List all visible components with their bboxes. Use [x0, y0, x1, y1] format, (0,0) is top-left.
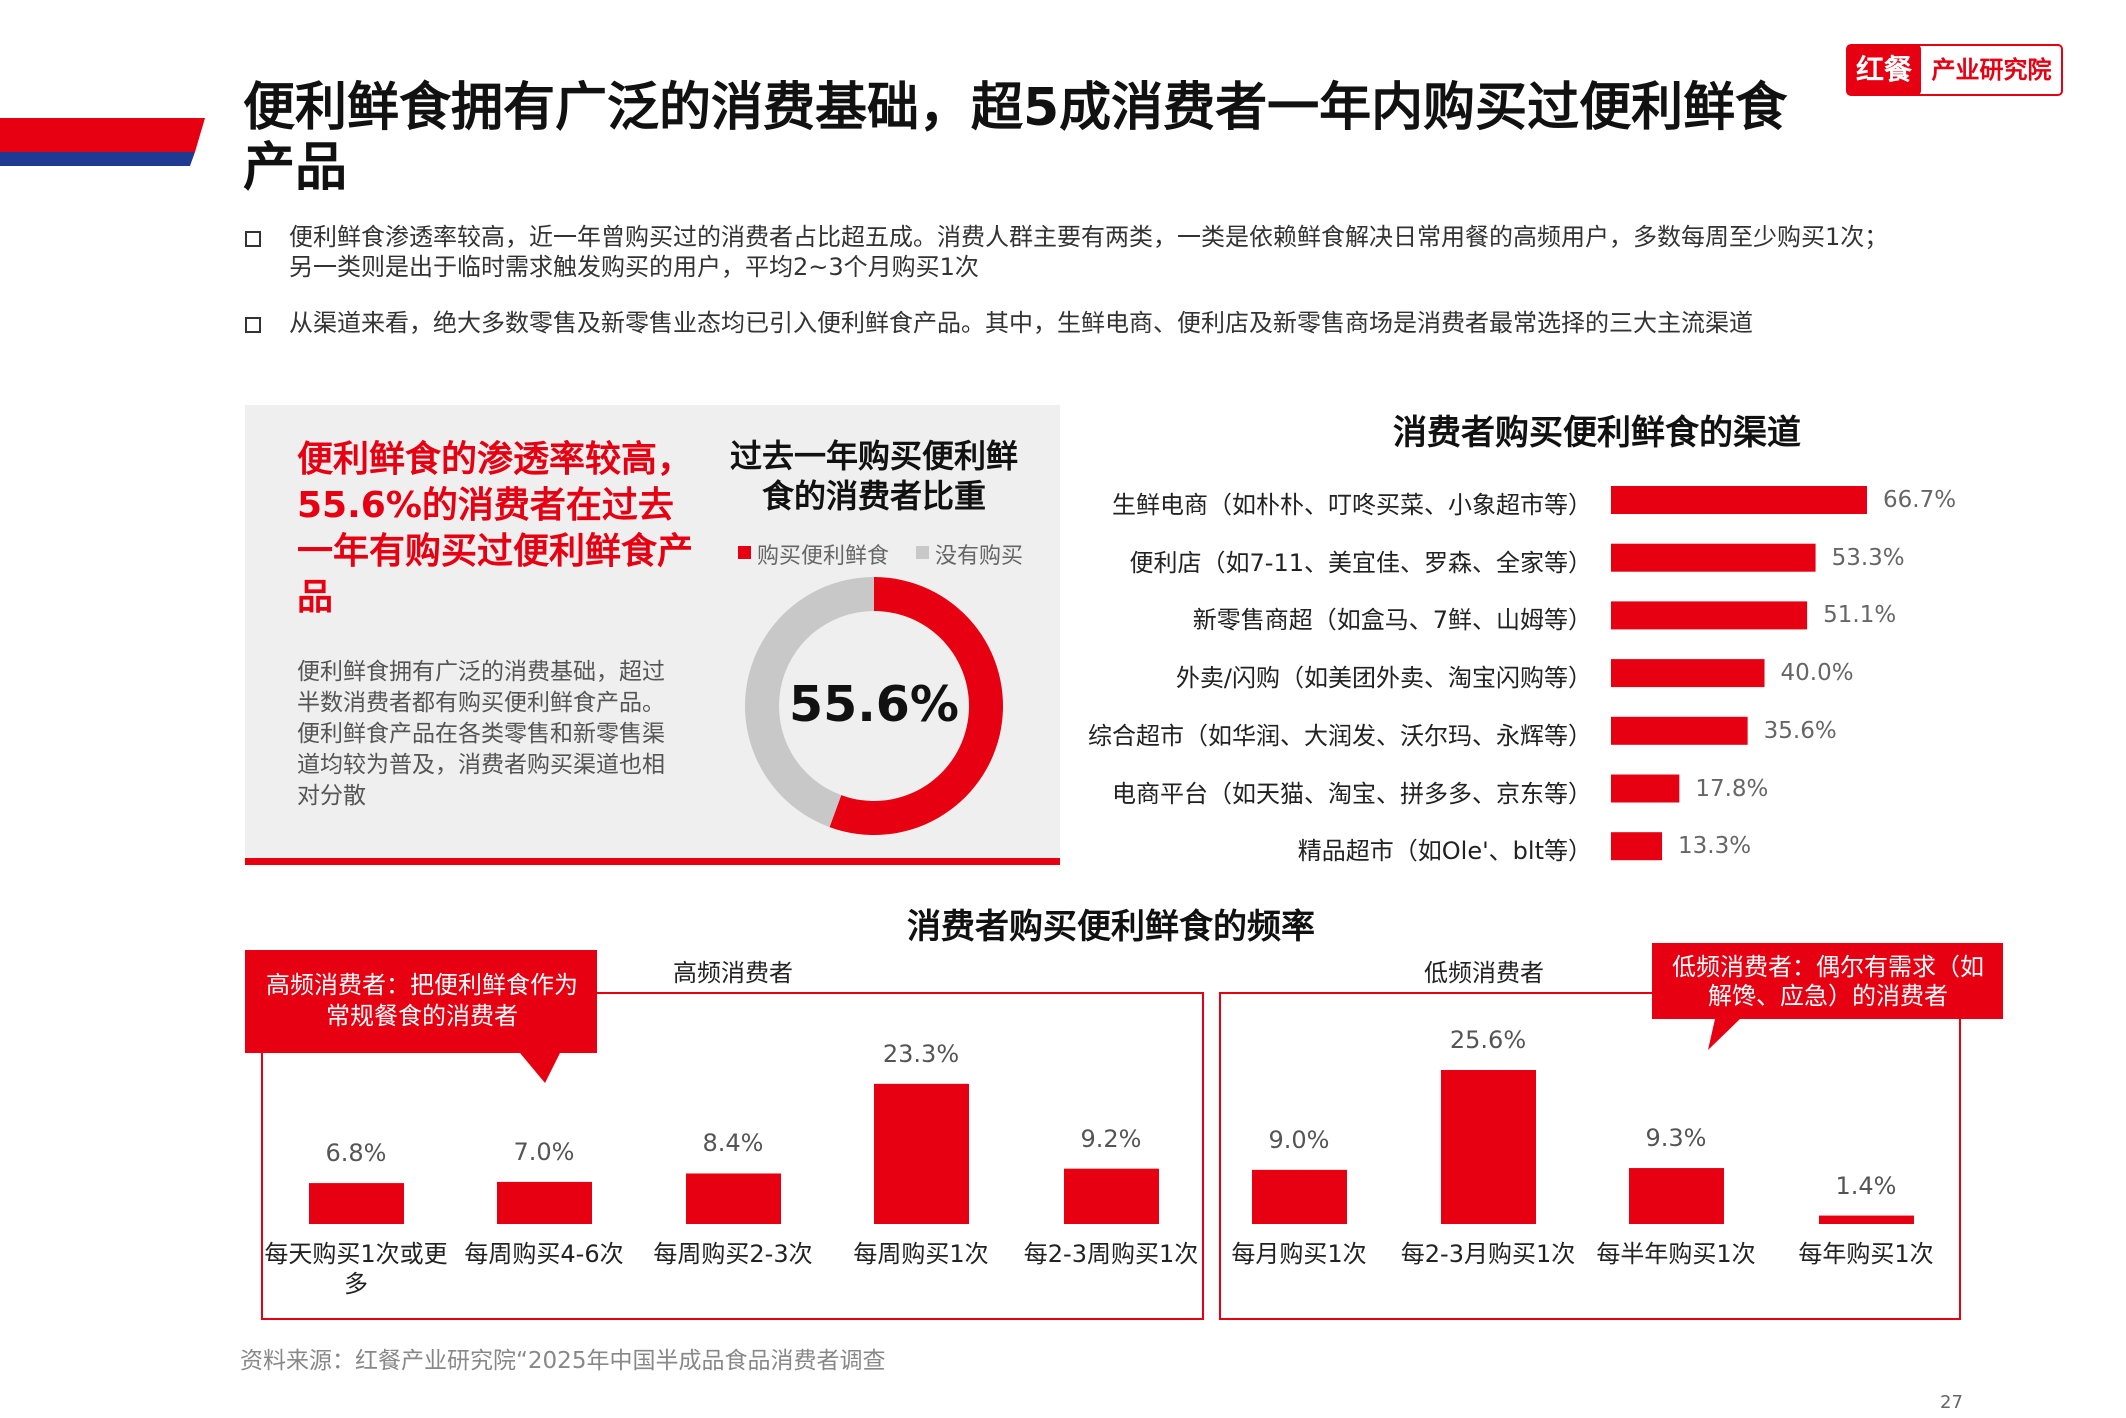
bullet-text: 便利鲜食渗透率较高，近一年曾购买过的消费者占比超五成。消费人群主要有两类，一类是…	[289, 223, 1889, 281]
value-label: 40.0%	[1780, 660, 1854, 687]
panel-frame	[261, 992, 1204, 1320]
category-label: 每2-3周购买1次	[1023, 1240, 1199, 1268]
bar	[1611, 774, 1680, 803]
category-label: 每天购买1次或更多	[264, 1240, 448, 1298]
category-label: 每半年购买1次	[1596, 1240, 1756, 1268]
value-label: 53.3%	[1831, 544, 1905, 571]
chart-title: 消费者购买便利鲜食的渠道	[1393, 413, 1801, 453]
bar	[1611, 716, 1748, 745]
category-label: 电商平台（如天猫、淘宝、拼多多、京东等）	[1112, 779, 1592, 808]
callout	[245, 950, 597, 1083]
bar	[686, 1173, 781, 1224]
highlight-box	[245, 405, 1060, 860]
value-label: 8.4%	[702, 1129, 764, 1158]
title: 便利鲜食拥有广泛的消费基础，超5成消费者一年内购买过便利鲜食产品	[243, 78, 1788, 198]
bar	[1611, 832, 1663, 861]
logo-mark: 红餐	[1855, 53, 1912, 86]
bar	[1611, 601, 1808, 630]
bar	[1611, 486, 1867, 514]
bullet-mark	[245, 231, 261, 247]
category-label: 每周购买1次	[853, 1240, 989, 1268]
bar	[1611, 659, 1765, 688]
value-label: 13.3%	[1678, 833, 1752, 860]
logo-text: 产业研究院	[1931, 56, 2052, 84]
center-label: 55.6%	[789, 676, 959, 733]
category-label: 每周购买4-6次	[464, 1240, 624, 1268]
header-stripe-blue	[0, 152, 195, 166]
chart-title: 消费者购买便利鲜食的频率	[907, 907, 1315, 947]
value-label: 17.8%	[1695, 775, 1769, 802]
donut-segment	[829, 577, 1003, 835]
category-label: 生鲜电商（如朴朴、叮咚买菜、小象超市等）	[1112, 491, 1592, 519]
value-label: 23.3%	[882, 1039, 960, 1068]
source: 资料来源：红餐产业研究院“2025年中国半成品食品消费者调查	[240, 1348, 886, 1374]
value-label: 6.8%	[325, 1139, 387, 1168]
panel-subtitle: 高频消费者	[673, 959, 793, 987]
highlight-headline: 便利鲜食的渗透率较高，55.6%的消费者在过去一年有购买过便利鲜食产品	[297, 439, 694, 618]
value-label: 1.4%	[1835, 1171, 1897, 1200]
category-label: 每月购买1次	[1231, 1240, 1367, 1268]
bar	[1819, 1215, 1914, 1224]
category-label: 便利店（如7-11、美宜佳、罗森、全家等）	[1129, 548, 1592, 577]
legend-label: 购买便利鲜食	[757, 544, 890, 569]
bar	[497, 1181, 592, 1224]
highlight-body: 便利鲜食拥有广泛的消费基础，超过半数消费者都有购买便利鲜食产品。便利鲜食产品在各…	[297, 659, 665, 809]
value-label: 25.6%	[1449, 1026, 1527, 1054]
legend-swatch	[738, 546, 751, 559]
header-stripe	[0, 118, 205, 152]
value-label: 35.6%	[1763, 717, 1837, 744]
chart-title: 过去一年购买便利鲜食的消费者比重	[729, 437, 1018, 515]
category-label: 综合超市（如华润、大润发、沃尔玛、永辉等）	[1088, 721, 1592, 750]
category-label: 每2-3月购买1次	[1400, 1240, 1576, 1268]
value-label: 9.0%	[1268, 1125, 1330, 1154]
category-label: 精品超市（如Ole'、blt等）	[1297, 837, 1592, 866]
bar	[309, 1183, 404, 1224]
value-label: 9.3%	[1645, 1124, 1707, 1153]
category-label: 每周购买2-3次	[653, 1240, 813, 1268]
bar	[1064, 1168, 1159, 1224]
highlight-rule	[245, 858, 1060, 865]
category-label: 新零售商超（如盒马、7鲜、山姆等）	[1192, 606, 1592, 635]
bullet-text: 从渠道来看，绝大多数零售及新零售业态均已引入便利鲜食产品。其中，生鲜电商、便利店…	[289, 309, 1753, 337]
panel-subtitle: 低频消费者	[1424, 959, 1544, 987]
category-label: 每年购买1次	[1798, 1240, 1934, 1268]
value-label: 7.0%	[513, 1137, 575, 1166]
category-label: 外卖/闪购（如美团外卖、淘宝闪购等）	[1175, 664, 1592, 693]
callout-text: 高频消费者：把便利鲜食作为常规餐食的消费者	[266, 971, 578, 1030]
callout-text: 低频消费者：偶尔有需求（如解馋、应急）的消费者	[1672, 953, 1984, 1010]
value-label: 9.2%	[1080, 1124, 1142, 1153]
bar	[874, 1083, 969, 1224]
legend-swatch	[916, 546, 929, 559]
logo-mark-bg	[1847, 45, 1921, 95]
bar	[1611, 543, 1816, 572]
page-number: 27	[1940, 1392, 1963, 1413]
donut-segment	[744, 577, 874, 828]
bar	[1629, 1168, 1724, 1224]
bullet-mark	[245, 317, 261, 333]
bar	[1441, 1070, 1536, 1224]
value-label: 51.1%	[1823, 602, 1897, 629]
callout	[1652, 943, 2003, 1050]
panel-frame	[1219, 992, 1961, 1320]
legend-label: 没有购买	[935, 544, 1024, 569]
value-label: 66.7%	[1883, 487, 1957, 513]
bar	[1252, 1169, 1347, 1224]
